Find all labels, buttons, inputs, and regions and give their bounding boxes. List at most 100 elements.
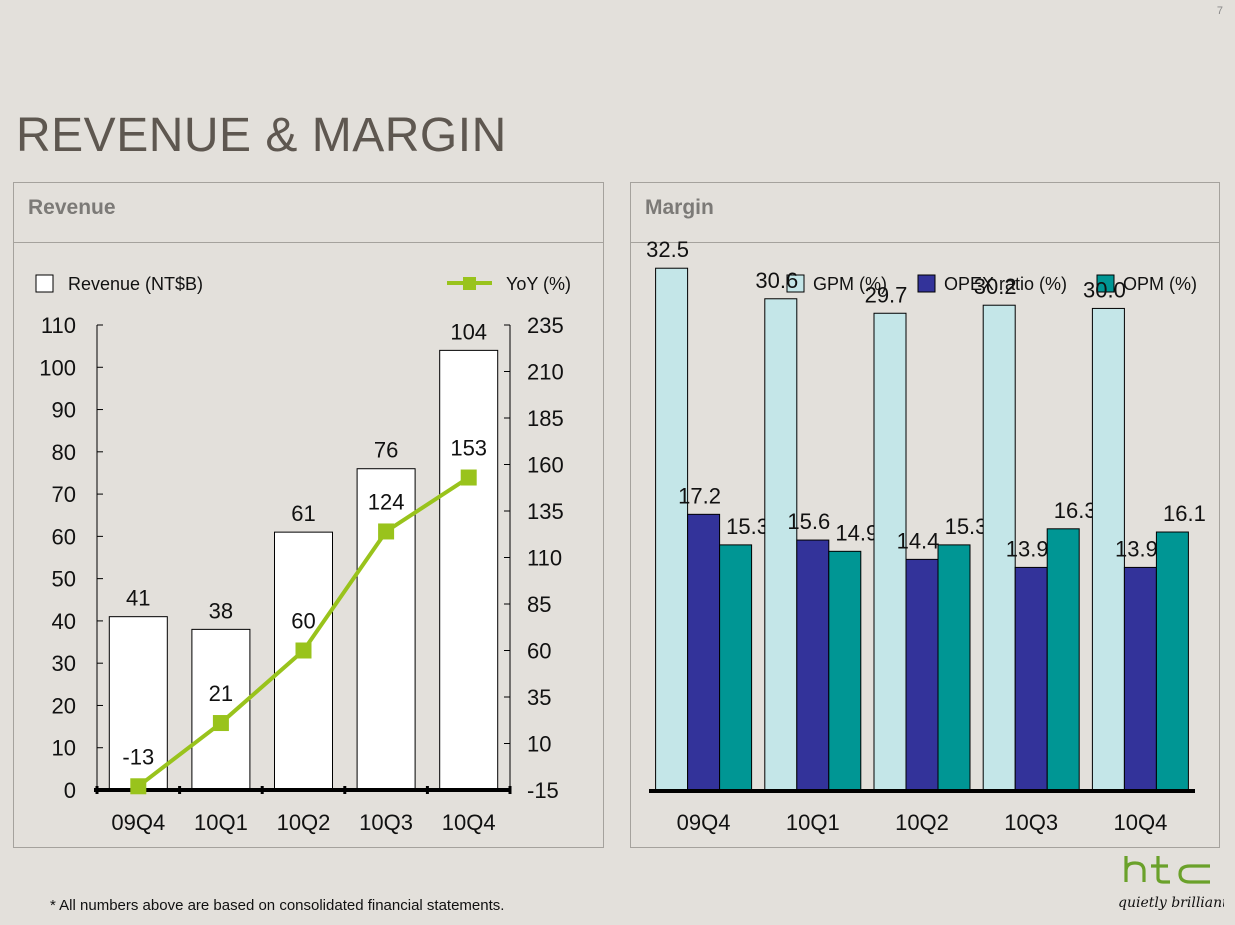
footnote: * All numbers above are based on consoli… — [50, 897, 505, 914]
margin-bar-label: 30.0 — [1083, 277, 1126, 302]
right-axis-tick-label: 160 — [527, 453, 564, 478]
margin-bar — [687, 513, 721, 792]
yoy-marker — [130, 778, 147, 795]
right-axis-tick-label: 185 — [527, 406, 564, 431]
left-axis-tick-label: 50 — [52, 567, 76, 592]
margin-bar — [1155, 531, 1189, 792]
margin-bar-label: 15.6 — [787, 509, 830, 534]
x-axis-tick-label: 10Q1 — [194, 810, 248, 835]
margin-bar — [764, 298, 798, 792]
revenue-panel-header: Revenue — [14, 183, 603, 243]
revenue-bar-label: 104 — [450, 319, 487, 344]
legend-yoy-marker — [463, 277, 476, 290]
margin-bar-label: 16.3 — [1054, 498, 1097, 523]
left-axis-tick-label: 0 — [64, 778, 76, 803]
left-axis-tick-label: 70 — [52, 482, 76, 507]
right-axis-tick-label: 85 — [527, 592, 551, 617]
margin-bar — [1123, 566, 1157, 792]
margin-bar — [937, 544, 971, 792]
legend-label: OPM (%) — [1123, 274, 1197, 294]
left-axis-tick-label: 100 — [39, 355, 76, 380]
margin-bar-label: 15.3 — [726, 514, 769, 539]
revenue-bar-label: 41 — [126, 586, 150, 611]
yoy-data-label: 153 — [450, 436, 487, 461]
page-number: 7 — [1216, 5, 1223, 17]
margin-bar — [1046, 528, 1080, 792]
margin-bar-label: 15.3 — [945, 514, 988, 539]
x-axis-tick-label: 10Q3 — [359, 810, 413, 835]
legend-label: OPEX ratio (%) — [944, 274, 1067, 294]
x-axis-tick-label: 10Q2 — [277, 810, 331, 835]
right-axis-tick-label: 10 — [527, 732, 551, 757]
revenue-bar-label: 38 — [209, 598, 233, 623]
margin-bar — [982, 304, 1016, 792]
htc-logo: quietly brilliant — [1118, 856, 1224, 911]
yoy-marker — [295, 642, 312, 659]
margin-bar — [796, 539, 830, 792]
revenue-bar — [439, 349, 499, 791]
margin-bar-label: 17.2 — [678, 483, 721, 508]
left-axis-tick-label: 90 — [52, 398, 76, 423]
right-axis-tick-label: 135 — [527, 499, 564, 524]
yoy-data-label: 60 — [291, 609, 315, 634]
htc-logo-wordmark — [1124, 856, 1210, 884]
margin-panel-title: Margin — [645, 196, 714, 219]
right-axis-tick-label: 235 — [527, 313, 564, 338]
yoy-data-label: 124 — [368, 489, 405, 514]
margin-bar-label: 32.5 — [646, 237, 689, 262]
margin-bar — [655, 267, 689, 792]
margin-bar — [719, 544, 753, 792]
margin-bar — [828, 550, 862, 792]
x-axis-tick-label: 10Q2 — [895, 810, 949, 835]
revenue-panel-title: Revenue — [28, 196, 116, 219]
margin-panel-header: Margin — [631, 183, 1219, 243]
left-axis-tick-label: 30 — [52, 651, 76, 676]
right-axis-tick-label: -15 — [527, 778, 559, 803]
legend-swatch — [1096, 274, 1115, 293]
yoy-data-label: 21 — [209, 681, 233, 706]
x-axis-tick-label: 10Q4 — [1113, 810, 1167, 835]
revenue-bar-label: 61 — [291, 501, 315, 526]
legend-swatch — [786, 274, 805, 293]
revenue-bar — [274, 531, 333, 791]
margin-bar-label: 14.9 — [835, 520, 878, 545]
page-title: REVENUE & MARGIN — [16, 109, 507, 162]
x-axis-tick-label: 10Q4 — [442, 810, 496, 835]
x-axis-tick-label: 10Q1 — [786, 810, 840, 835]
legend-revenue-label: Revenue (NT$B) — [68, 274, 203, 294]
left-axis-tick-label: 110 — [41, 313, 76, 338]
x-axis-tick-label: 09Q4 — [111, 810, 165, 835]
revenue-bar — [356, 468, 416, 791]
left-axis-tick-label: 40 — [52, 609, 76, 634]
yoy-marker — [460, 469, 477, 486]
left-axis-tick-label: 10 — [52, 736, 76, 761]
margin-bar-label: 29.7 — [865, 282, 908, 307]
margin-bar — [905, 558, 939, 792]
revenue-bar — [191, 628, 251, 791]
left-axis-tick-label: 80 — [52, 440, 76, 465]
revenue-bar — [108, 616, 168, 791]
right-axis-tick-label: 210 — [527, 360, 564, 385]
left-axis-tick-label: 60 — [52, 524, 76, 549]
yoy-data-label: -13 — [122, 744, 154, 769]
yoy-marker — [212, 715, 229, 732]
x-axis-tick-label: 10Q3 — [1004, 810, 1058, 835]
revenue-bar-label: 76 — [374, 438, 398, 463]
margin-panel: Margin — [630, 182, 1220, 848]
htc-logo-tagline: quietly brilliant — [1118, 895, 1224, 911]
right-axis-tick-label: 110 — [527, 546, 562, 571]
revenue-panel: Revenue — [13, 182, 604, 848]
margin-bar — [1014, 566, 1048, 792]
margin-bar-label: 14.4 — [897, 528, 940, 553]
margin-bar-label: 30.6 — [755, 268, 798, 293]
legend-yoy-label: YoY (%) — [506, 274, 571, 294]
margin-bar-label: 30.2 — [974, 274, 1017, 299]
margin-bar — [873, 312, 907, 792]
right-axis-tick-label: 35 — [527, 685, 551, 710]
legend-swatch — [917, 274, 936, 293]
margin-bar-label: 13.9 — [1006, 536, 1049, 561]
margin-bar-label: 16.1 — [1163, 501, 1206, 526]
x-axis-tick-label: 09Q4 — [677, 810, 731, 835]
